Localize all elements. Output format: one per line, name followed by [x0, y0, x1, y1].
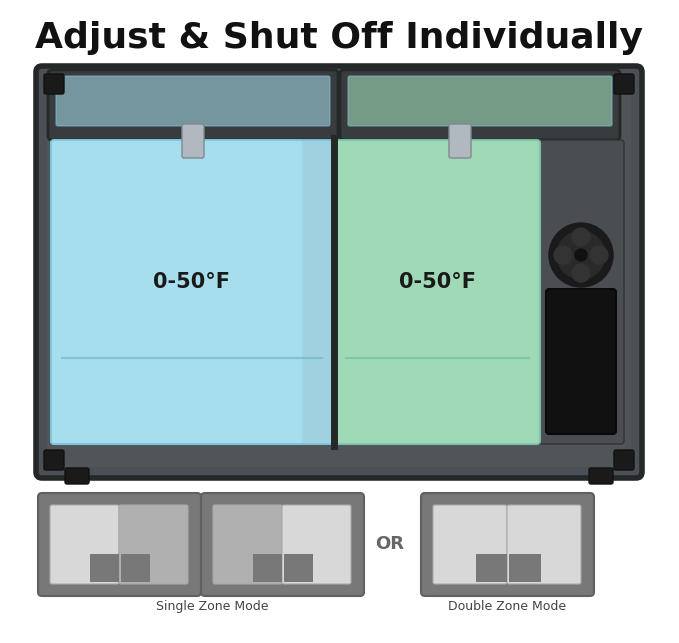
Bar: [509, 554, 540, 582]
Circle shape: [572, 264, 590, 282]
FancyBboxPatch shape: [44, 74, 64, 94]
FancyBboxPatch shape: [433, 505, 507, 584]
Text: Single Zone Mode: Single Zone Mode: [155, 600, 268, 613]
Circle shape: [549, 223, 613, 287]
Circle shape: [554, 246, 572, 264]
FancyBboxPatch shape: [56, 76, 330, 126]
FancyBboxPatch shape: [38, 493, 201, 596]
FancyBboxPatch shape: [589, 468, 613, 484]
FancyBboxPatch shape: [538, 140, 624, 444]
FancyBboxPatch shape: [119, 505, 188, 584]
Circle shape: [575, 249, 587, 261]
Circle shape: [557, 231, 605, 279]
Text: OR: OR: [375, 535, 405, 553]
FancyBboxPatch shape: [47, 77, 631, 467]
FancyBboxPatch shape: [340, 70, 620, 140]
FancyBboxPatch shape: [614, 74, 634, 94]
FancyBboxPatch shape: [546, 289, 616, 434]
Circle shape: [572, 228, 590, 246]
Bar: [475, 554, 507, 582]
FancyBboxPatch shape: [348, 76, 612, 126]
Bar: [121, 554, 150, 582]
Circle shape: [590, 246, 608, 264]
Text: 0-50°F: 0-50°F: [399, 272, 475, 292]
FancyBboxPatch shape: [51, 140, 333, 444]
FancyBboxPatch shape: [50, 505, 119, 584]
FancyBboxPatch shape: [36, 66, 642, 478]
FancyBboxPatch shape: [201, 493, 364, 596]
FancyBboxPatch shape: [614, 450, 634, 470]
FancyBboxPatch shape: [507, 505, 581, 584]
FancyBboxPatch shape: [282, 505, 351, 584]
Bar: [284, 554, 313, 582]
FancyBboxPatch shape: [335, 140, 540, 444]
FancyBboxPatch shape: [182, 124, 204, 158]
FancyBboxPatch shape: [51, 140, 302, 444]
FancyBboxPatch shape: [449, 124, 471, 158]
Text: 0-50°F: 0-50°F: [153, 272, 230, 292]
FancyBboxPatch shape: [48, 70, 338, 140]
FancyBboxPatch shape: [421, 493, 594, 596]
FancyBboxPatch shape: [65, 468, 89, 484]
Text: Adjust & Shut Off Individually: Adjust & Shut Off Individually: [35, 21, 643, 55]
Bar: [90, 554, 119, 582]
FancyBboxPatch shape: [44, 450, 64, 470]
Text: Double Zone Mode: Double Zone Mode: [448, 600, 566, 613]
Bar: [253, 554, 282, 582]
FancyBboxPatch shape: [213, 505, 282, 584]
